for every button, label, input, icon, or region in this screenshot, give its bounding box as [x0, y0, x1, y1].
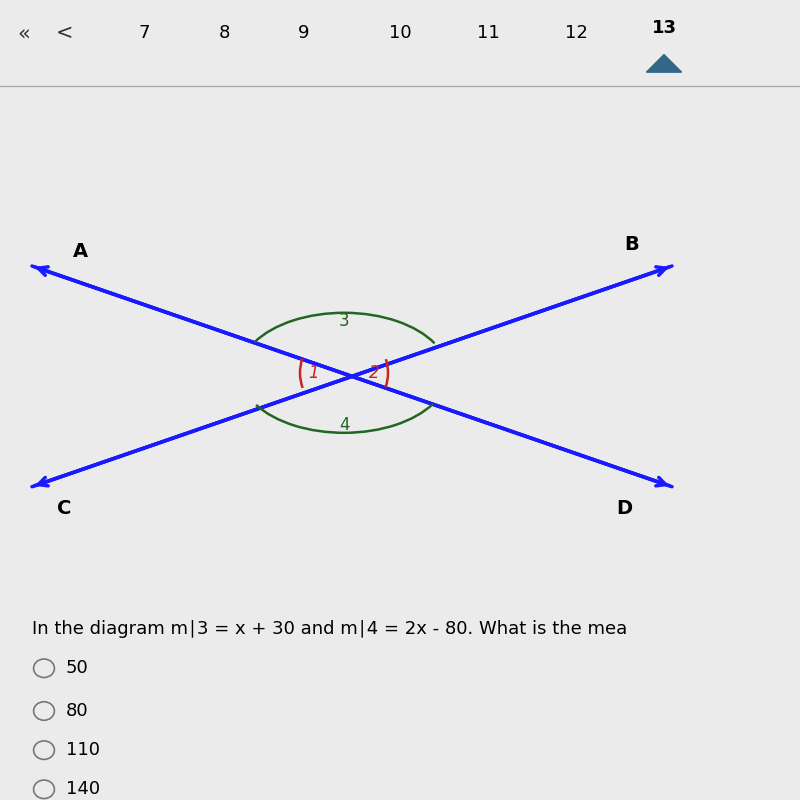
- Text: 12: 12: [565, 25, 587, 42]
- Text: 140: 140: [66, 780, 100, 798]
- Text: 9: 9: [298, 25, 310, 42]
- Text: <: <: [55, 23, 73, 43]
- Text: 50: 50: [66, 659, 88, 678]
- Text: «: «: [18, 23, 30, 43]
- Text: B: B: [625, 235, 639, 254]
- Text: In the diagram m∣3 = x + 30 and m∣4 = 2x - 80. What is the mea: In the diagram m∣3 = x + 30 and m∣4 = 2x…: [32, 620, 627, 638]
- Text: A: A: [73, 242, 87, 262]
- Text: 11: 11: [477, 25, 499, 42]
- Polygon shape: [646, 54, 682, 72]
- Text: 13: 13: [651, 19, 677, 37]
- Text: 110: 110: [66, 741, 100, 759]
- Text: C: C: [57, 498, 71, 518]
- Text: 8: 8: [218, 25, 230, 42]
- Text: 1: 1: [308, 364, 319, 382]
- Text: 2: 2: [369, 364, 380, 382]
- Text: D: D: [616, 498, 632, 518]
- Text: 4: 4: [339, 416, 350, 434]
- Text: 7: 7: [138, 25, 150, 42]
- Text: 80: 80: [66, 702, 88, 720]
- Text: 10: 10: [389, 25, 411, 42]
- Text: 3: 3: [339, 312, 350, 330]
